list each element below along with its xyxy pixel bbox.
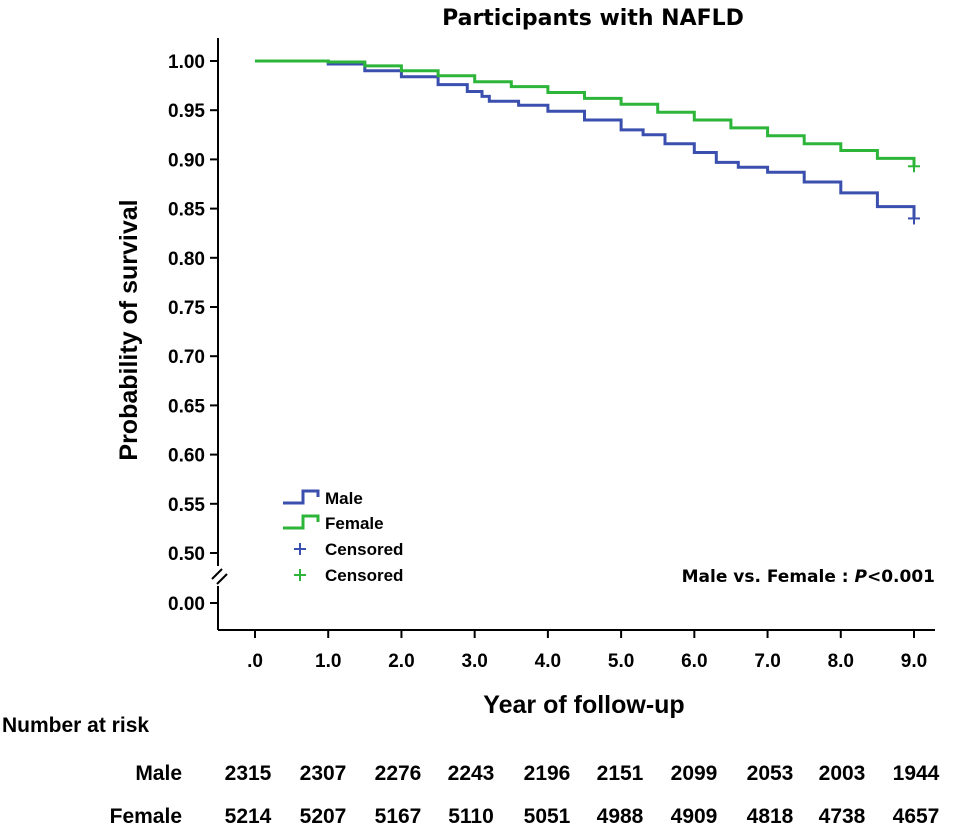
p-value-annotation: Male vs. Female : P<0.001 [682,567,935,587]
risk-count: 5051 [524,805,571,828]
y-tick-label: 0.55 [168,495,205,516]
x-ticks: .0 1.0 2.0 3.0 4.0 5.0 6.0 7.0 8.0 9.0 [247,630,927,672]
number-at-risk-table: Number at risk Male 2315 2307 2276 2243 2196 2… [2,714,940,828]
legend-label-censored-female: Censored [325,566,403,585]
risk-row-label-male: Male [135,762,182,785]
risk-count: 4738 [819,805,866,828]
x-tick-label: 2.0 [388,651,414,672]
risk-count: 4909 [671,805,718,828]
y-tick-label: 0.80 [168,249,205,270]
p-annotation-prefix: Male vs. Female : [682,567,855,587]
y-tick-label: 0.90 [168,150,205,171]
risk-count: 2099 [671,762,718,785]
x-axis-label: Year of follow-up [483,691,684,719]
y-ticks: 1.00 0.95 0.90 0.85 0.80 0.75 0.70 0.65 0.60 0.55… [168,52,218,615]
p-annotation-value: <0.001 [867,567,935,587]
survival-curves [255,59,920,225]
risk-count: 4818 [747,805,794,828]
risk-count: 2196 [524,762,571,785]
legend-swatch-censored-female [294,569,306,581]
x-tick-label: 1.0 [315,651,341,672]
risk-count: 2243 [448,762,495,785]
risk-count: 4988 [597,805,644,828]
risk-count: 4657 [893,805,940,828]
x-tick-label: 8.0 [828,651,854,672]
axis-break-mark-2 [216,573,228,585]
x-tick-label: 4.0 [535,651,561,672]
y-tick-label: 0.95 [168,101,205,122]
x-tick-label: 9.0 [901,651,927,672]
risk-count: 5167 [375,805,422,828]
y-tick-label: 0.85 [168,200,205,221]
risk-row-label-female: Female [110,805,182,828]
chart-title: Participants with NAFLD [442,6,744,31]
y-tick-label: 0.65 [168,396,205,417]
x-tick-label: 7.0 [754,651,780,672]
y-tick-label: 0.00 [168,594,205,615]
y-tick-label: 0.75 [168,298,205,319]
legend-label-female: Female [325,514,384,533]
axes [211,38,935,631]
x-tick-label: 3.0 [461,651,487,672]
number-at-risk-title: Number at risk [2,714,149,737]
legend: Male Female Censored Censored [283,489,403,585]
risk-count: 5207 [300,805,347,828]
censor-marker-female [908,160,920,173]
axis-break-mark-1 [211,568,223,580]
p-annotation-p: P [855,567,868,587]
survival-line-female [255,59,916,167]
x-tick-label: .0 [247,651,263,672]
risk-count: 2315 [225,762,272,785]
survival-line-male [255,59,916,219]
risk-count: 5110 [448,805,494,828]
y-tick-label: 0.60 [168,446,205,467]
risk-count: 2276 [375,762,422,785]
censor-marker-male [908,212,920,225]
legend-label-male: Male [325,489,363,508]
y-tick-label: 0.70 [168,347,205,368]
legend-swatch-female [283,514,320,530]
risk-count: 1944 [893,762,940,785]
y-axis-label: Probability of survival [115,199,143,460]
risk-count: 2003 [819,762,866,785]
risk-count: 2053 [747,762,794,785]
legend-swatch-male [283,489,320,505]
risk-count: 2151 [597,762,644,785]
y-tick-label: 1.00 [168,52,205,73]
risk-count: 2307 [300,762,347,785]
x-tick-label: 5.0 [608,651,634,672]
legend-swatch-censored-male [294,543,306,555]
legend-label-censored-male: Censored [325,540,403,559]
y-tick-label: 0.50 [168,544,205,565]
risk-count: 5214 [225,805,272,828]
x-tick-label: 6.0 [681,651,707,672]
